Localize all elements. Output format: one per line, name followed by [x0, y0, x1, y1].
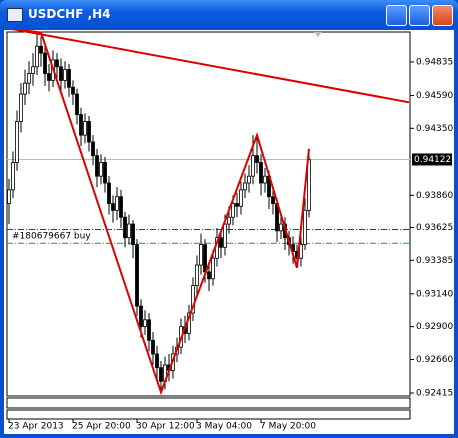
candle-body	[107, 182, 111, 204]
candle-body	[243, 182, 247, 191]
candle-body	[307, 159, 311, 211]
y-tick-label: 0.92660	[416, 355, 453, 365]
candle-body	[251, 155, 255, 177]
candle-body	[139, 305, 143, 328]
candle-body	[55, 59, 59, 68]
indicator-strip	[6, 397, 411, 409]
candle-body	[111, 203, 115, 211]
candle-body	[11, 162, 15, 191]
y-tick-label: 0.93625	[416, 223, 453, 233]
window-title: USDCHF ,H4	[28, 7, 111, 21]
x-tick-label: 3 May 04:00	[196, 422, 252, 432]
title-bar: USDCHF ,H4	[0, 0, 458, 30]
candle-body	[123, 216, 127, 239]
candle-body	[67, 69, 71, 88]
candle-body	[103, 162, 107, 184]
window-icon	[7, 8, 23, 22]
maximize-button[interactable]	[409, 5, 430, 26]
candle-body	[35, 45, 39, 68]
candle-body	[19, 93, 23, 122]
candle-body	[159, 367, 163, 382]
y-tick-label: 0.92900	[416, 322, 453, 332]
candle-body	[155, 353, 159, 369]
candle-body	[83, 121, 87, 136]
candle-body	[207, 271, 211, 280]
y-tick-label: 0.92415	[416, 388, 453, 398]
candle-body	[135, 244, 139, 307]
minimize-button[interactable]	[386, 5, 407, 26]
y-tick-label: 0.94350	[416, 124, 453, 134]
candle-body	[39, 45, 43, 54]
candle-body	[235, 203, 239, 207]
candle-body	[95, 155, 99, 177]
candle-body	[191, 285, 195, 314]
trend-line	[11, 30, 410, 104]
x-tick-label: 23 Apr 2013	[8, 422, 64, 432]
y-tick-label: 0.94835	[416, 57, 453, 67]
candle-body	[87, 121, 91, 143]
candle-body	[75, 93, 79, 116]
candle-body	[99, 162, 103, 177]
y-tick-label: 0.93140	[416, 289, 453, 299]
candle-body	[279, 223, 283, 232]
candle-body	[63, 69, 67, 81]
x-tick-label: 30 Apr 12:00	[136, 422, 195, 432]
zigzag-line	[13, 30, 310, 396]
candle-body	[151, 339, 155, 355]
candle-body	[219, 237, 223, 248]
candle-body	[271, 196, 275, 204]
candle-body	[255, 155, 259, 163]
shift-marker	[314, 32, 322, 37]
x-tick-label: 25 Apr 20:00	[72, 422, 131, 432]
candle-body	[79, 114, 83, 136]
candle-body	[143, 319, 147, 328]
candle-body	[7, 189, 11, 204]
y-tick-label: 0.94590	[416, 91, 453, 101]
candle-body	[227, 216, 231, 225]
candle-body	[27, 73, 31, 84]
candle-body	[303, 209, 307, 245]
candle-body	[127, 223, 131, 239]
candle-body	[71, 86, 75, 95]
current-price-box	[412, 153, 452, 166]
candle-body	[263, 175, 267, 184]
current-price-label: 0.94122	[414, 155, 451, 165]
candle-body	[91, 141, 95, 157]
candle-body	[203, 244, 207, 273]
candle-body	[259, 162, 263, 184]
candle-body	[23, 82, 27, 95]
candle-body	[223, 223, 227, 248]
candle-body	[15, 121, 19, 163]
y-tick-label: 0.93860	[416, 191, 453, 201]
chart: 0.94835 0.94590 0.94350 0.93860 0.93625 0.933…	[6, 30, 453, 432]
close-button[interactable]	[432, 5, 453, 26]
candle-body	[115, 196, 119, 211]
order-label: #180679667 buy	[12, 232, 91, 242]
candle-body	[239, 189, 243, 207]
candle-body	[199, 244, 203, 266]
candle-body	[59, 66, 63, 81]
candle-body	[131, 223, 135, 245]
candle-body	[231, 203, 235, 218]
chart-area: 0.94835 0.94590 0.94350 0.93860 0.93625 0.933…	[4, 30, 454, 434]
candle-body	[147, 319, 151, 341]
candle-body	[31, 66, 35, 74]
candle-body	[119, 196, 123, 218]
candle-body	[211, 257, 215, 280]
candle-body	[247, 175, 251, 184]
x-tick-label: 7 May 20:00	[260, 422, 316, 432]
indicator-strip	[6, 409, 411, 420]
candle-body	[43, 52, 47, 74]
y-tick-label: 0.93385	[416, 256, 453, 266]
candle-body	[47, 73, 51, 81]
candle-body	[195, 264, 199, 287]
